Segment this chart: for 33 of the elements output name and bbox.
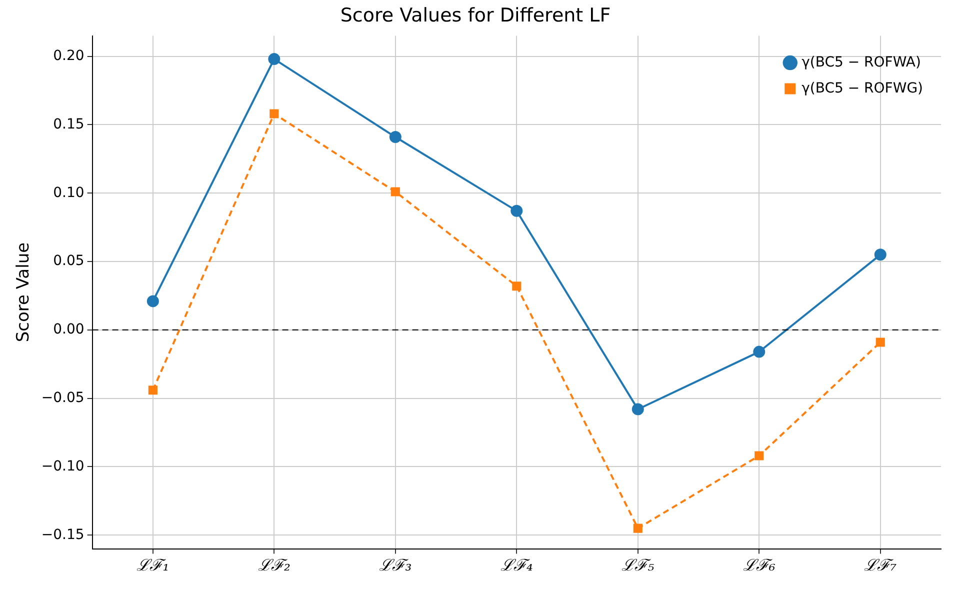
y-axis-title: Score Value — [14, 242, 34, 342]
point — [146, 295, 159, 308]
point — [390, 187, 400, 196]
point — [633, 524, 642, 533]
point — [753, 346, 766, 358]
y-tick-label: −0.10 — [41, 458, 84, 474]
point — [268, 53, 280, 66]
x-tick-label: ℒℱ₂ — [258, 556, 290, 575]
y-tick-label: 0.00 — [53, 322, 84, 338]
point — [512, 282, 522, 291]
point — [632, 403, 644, 416]
y-tick-label: 0.15 — [53, 116, 84, 132]
point — [148, 386, 158, 395]
point — [270, 109, 279, 118]
y-tick-label: 0.20 — [53, 48, 84, 64]
point — [876, 338, 885, 347]
legend-label: γ(BC5 − ROFWG) — [802, 80, 924, 96]
y-tick-label: 0.10 — [53, 184, 84, 201]
x-tick-label: ℒℱ₃ — [379, 556, 412, 575]
y-tick-label: −0.05 — [41, 390, 84, 406]
x-tick-label: ℒℱ₅ — [622, 556, 655, 575]
y-tick-label: 0.05 — [53, 253, 84, 270]
point — [874, 248, 886, 261]
x-tick-label: ℒℱ₄ — [500, 556, 533, 575]
y-tick-label: −0.15 — [41, 526, 84, 543]
chart-title: Score Values for Different LF — [340, 4, 611, 26]
point — [754, 451, 764, 460]
x-tick-label: ℒℱ₆ — [742, 556, 776, 575]
point — [389, 131, 402, 144]
point — [510, 204, 523, 217]
legend-label: γ(BC5 − ROFWA) — [802, 54, 921, 70]
x-tick-label: ℒℱ₁ — [136, 556, 170, 575]
x-tick-label: ℒℱ₇ — [864, 556, 898, 575]
